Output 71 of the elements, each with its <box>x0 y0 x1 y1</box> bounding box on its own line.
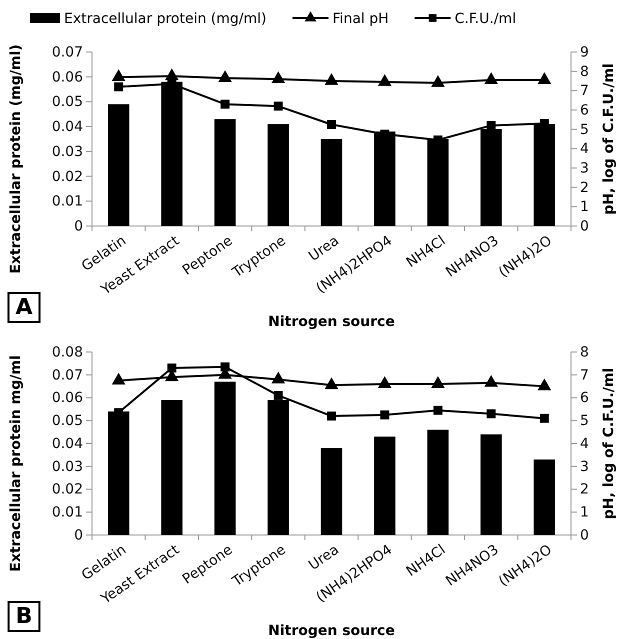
y-tick-label: 0 <box>74 218 83 234</box>
point <box>327 120 336 129</box>
y-tick-label: 0.07 <box>52 44 83 60</box>
y-tick-label: 0.05 <box>52 94 83 110</box>
point <box>431 75 445 87</box>
y-tick-label: 0.04 <box>52 436 84 452</box>
y-tick-label: 0.08 <box>52 344 83 360</box>
bar <box>214 382 236 535</box>
y2-tick-label: 5 <box>580 122 589 138</box>
y2-axis-title: pH, log of C.F.U./ml <box>601 63 617 215</box>
y2-tick-label: 1 <box>580 199 589 216</box>
point <box>220 100 230 109</box>
bar <box>534 460 556 535</box>
y2-tick-label: 8 <box>580 344 589 360</box>
y-tick-label: 0.04 <box>52 119 84 136</box>
y-tick-label: 0.02 <box>52 168 83 185</box>
y2-tick-label: 0 <box>580 527 589 544</box>
y2-tick-label: 3 <box>580 160 589 176</box>
point <box>274 102 283 111</box>
point <box>165 68 179 80</box>
y2-tick-label: 4 <box>580 436 589 452</box>
bar <box>427 430 449 535</box>
bar <box>374 436 396 535</box>
y-tick-label: 0.01 <box>52 194 83 210</box>
y2-tick-label: 6 <box>580 390 589 406</box>
point <box>378 74 392 86</box>
y2-tick-label: 6 <box>580 102 589 118</box>
y2-tick-label: 4 <box>580 141 589 158</box>
y2-tick-label: 5 <box>580 413 589 430</box>
y2-tick-label: 8 <box>580 64 589 80</box>
bar <box>320 448 342 535</box>
y2-tick-label: 9 <box>580 44 589 60</box>
point <box>218 70 232 82</box>
x-axis-title: Nitrogen source <box>268 314 395 330</box>
y-tick-label: 0.06 <box>52 390 84 406</box>
y2-tick-label: 7 <box>580 83 589 100</box>
bar <box>214 119 236 226</box>
point <box>486 120 496 130</box>
bar <box>108 104 130 226</box>
point <box>112 69 126 82</box>
y-tick-label: 0.03 <box>52 458 83 475</box>
point <box>324 73 338 85</box>
legend-label: C.F.U./ml <box>454 11 516 27</box>
legend-label: Final pH <box>332 11 389 27</box>
text: A <box>15 295 33 320</box>
y-tick-label: 0 <box>74 527 83 544</box>
y-tick-label: 0.07 <box>52 367 83 384</box>
y-tick-label: 0.02 <box>52 482 83 498</box>
y-tick-label: 0.06 <box>52 69 84 86</box>
y-axis-title: Extracellular protein mg/ml <box>8 355 24 572</box>
y-tick-label: 0.01 <box>52 504 83 521</box>
point <box>484 72 498 84</box>
y-tick-label: 0.03 <box>52 144 83 160</box>
x-axis-title: Nitrogen source <box>268 623 395 639</box>
point <box>538 72 552 84</box>
bar <box>480 434 502 535</box>
y2-tick-label: 0 <box>580 218 589 234</box>
y2-tick-label: 1 <box>580 504 589 521</box>
y-axis-title: Extracellular protein (mg/ml) <box>8 44 24 274</box>
bar <box>161 400 182 535</box>
y2-tick-label: 7 <box>580 367 589 384</box>
y2-tick-label: 2 <box>580 482 589 498</box>
legend-label: Extracellular protein (mg/ml) <box>64 11 267 27</box>
y2-tick-label: 3 <box>580 458 589 475</box>
point <box>271 71 286 83</box>
y2-tick-label: 2 <box>580 180 589 196</box>
y-tick-label: 0.05 <box>52 413 83 430</box>
y2-axis-title: pH, log of C.F.U./ml <box>601 368 617 520</box>
bar <box>268 124 289 226</box>
text: B <box>16 604 32 629</box>
bar <box>320 139 342 226</box>
